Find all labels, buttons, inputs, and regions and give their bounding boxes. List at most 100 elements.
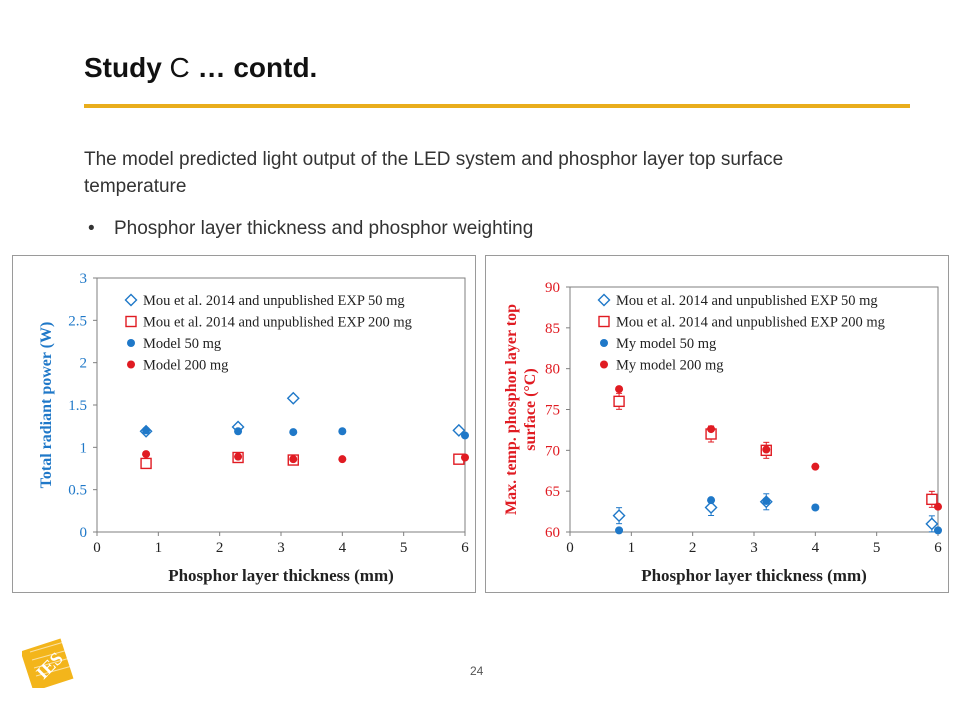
y-tick-label: 3 bbox=[80, 271, 88, 287]
title-bold-2: … contd. bbox=[197, 52, 318, 83]
y-axis-label: Max. temp. phosphor layer top surface (°C… bbox=[503, 304, 539, 515]
series-1 bbox=[139, 391, 466, 438]
y-tick-label: 90 bbox=[545, 280, 560, 296]
legend-marker bbox=[598, 315, 610, 328]
y-tick-label: 60 bbox=[545, 525, 560, 541]
y-tick-label: 1.5 bbox=[68, 398, 87, 414]
data-point bbox=[461, 431, 469, 440]
data-point bbox=[707, 496, 716, 505]
ies-logo-icon: IES bbox=[22, 638, 74, 688]
bullet-text: Phosphor layer thickness and phosphor we… bbox=[114, 218, 534, 239]
data-point bbox=[707, 425, 716, 434]
data-point bbox=[289, 428, 298, 437]
data-point bbox=[925, 517, 939, 531]
x-axis-label: Phosphor layer thickness (mm) bbox=[168, 566, 394, 585]
data-point bbox=[811, 503, 820, 512]
page-number: 24 bbox=[470, 664, 484, 678]
legend-marker bbox=[600, 360, 608, 369]
x-tick-label: 0 bbox=[566, 540, 574, 556]
data-point bbox=[234, 427, 243, 436]
bullet-symbol: • bbox=[88, 218, 95, 239]
x-tick-label: 3 bbox=[277, 540, 285, 556]
intro-text: The model predicted light output of the … bbox=[84, 149, 784, 197]
x-tick-label: 0 bbox=[93, 540, 101, 556]
series-3 bbox=[142, 426, 469, 440]
legend-label: My model 50 mg bbox=[616, 336, 716, 352]
title-underline bbox=[84, 104, 910, 108]
legend-label: Model 50 mg bbox=[143, 336, 221, 352]
y-axis-label: Total radiant power (W) bbox=[38, 322, 55, 489]
legend-marker bbox=[127, 339, 135, 347]
data-point bbox=[704, 501, 718, 514]
radiant-power-chart: 0 1 2 3 4 5 6 0 0.5 1 1.5 2 2.5 3 Phosphor layer thick… bbox=[38, 271, 469, 585]
x-tick-label: 5 bbox=[873, 540, 881, 556]
legend-marker bbox=[127, 360, 135, 369]
data-point bbox=[926, 493, 938, 506]
temperature-chart: 0 1 2 3 4 5 6 60 65 70 75 80 85 90 Phosphor layer thic… bbox=[503, 280, 942, 585]
series-2 bbox=[613, 392, 938, 508]
bullet-item: • Phosphor layer thickness and phosphor w… bbox=[88, 218, 533, 240]
data-point bbox=[762, 445, 771, 454]
series-1 bbox=[612, 493, 939, 533]
y-tick-label: 80 bbox=[545, 362, 560, 378]
data-point bbox=[612, 509, 626, 523]
title-bold: Study bbox=[84, 52, 162, 83]
chart-panel-temperature: 0 1 2 3 4 5 6 60 65 70 75 80 85 90 Phosphor layer thic… bbox=[485, 255, 949, 593]
legend: Mou et al. 2014 and unpublished EXP 50 m… bbox=[124, 293, 412, 374]
x-tick-label: 2 bbox=[216, 540, 224, 556]
x-tick-label: 4 bbox=[339, 540, 347, 556]
y-tick-label: 1 bbox=[80, 440, 88, 456]
data-point bbox=[934, 502, 942, 511]
legend-label: Mou et al. 2014 and unpublished EXP 200 … bbox=[143, 315, 412, 331]
legend-marker bbox=[125, 315, 137, 328]
legend-label: Mou et al. 2014 and unpublished EXP 200 … bbox=[616, 315, 885, 331]
series-2 bbox=[140, 451, 465, 470]
data-point bbox=[461, 453, 469, 462]
legend-marker bbox=[597, 293, 611, 307]
data-point bbox=[811, 462, 820, 471]
y-tick-label: 0.5 bbox=[68, 483, 87, 499]
data-point bbox=[289, 455, 298, 464]
data-point bbox=[615, 385, 624, 394]
data-point bbox=[142, 426, 151, 435]
x-tick-label: 1 bbox=[155, 540, 163, 556]
y-tick-label: 75 bbox=[545, 403, 560, 419]
data-point bbox=[934, 526, 942, 535]
data-point bbox=[234, 452, 243, 461]
legend-label: Model 200 mg bbox=[143, 358, 228, 374]
x-tick-label: 6 bbox=[461, 540, 469, 556]
legend-label: Mou et al. 2014 and unpublished EXP 50 m… bbox=[143, 293, 405, 309]
data-point bbox=[140, 457, 152, 470]
x-axis-label: Phosphor layer thickness (mm) bbox=[641, 566, 867, 585]
y-tick-label: 65 bbox=[545, 484, 560, 500]
data-point bbox=[762, 496, 771, 505]
y-tick-label: 0 bbox=[80, 525, 88, 541]
data-point bbox=[338, 455, 347, 464]
x-tick-label: 6 bbox=[934, 540, 942, 556]
chart-panel-radiant-power: 0 1 2 3 4 5 6 0 0.5 1 1.5 2 2.5 3 Phosphor layer thick… bbox=[12, 255, 476, 593]
legend: Mou et al. 2014 and unpublished EXP 50 m… bbox=[597, 293, 885, 374]
data-point bbox=[142, 450, 151, 459]
legend-label: Mou et al. 2014 and unpublished EXP 50 m… bbox=[616, 293, 878, 309]
series-3 bbox=[615, 496, 942, 535]
data-point bbox=[452, 423, 466, 437]
legend-marker bbox=[600, 339, 608, 347]
slide-title: Study C … contd. bbox=[84, 52, 317, 84]
data-point bbox=[615, 526, 624, 535]
data-point bbox=[613, 395, 625, 408]
x-tick-label: 5 bbox=[400, 540, 408, 556]
x-tick-label: 2 bbox=[689, 540, 697, 556]
data-point bbox=[286, 391, 300, 405]
legend-label: My model 200 mg bbox=[616, 358, 724, 374]
series-4 bbox=[142, 450, 469, 464]
series-4 bbox=[615, 385, 942, 511]
x-tick-label: 1 bbox=[628, 540, 636, 556]
title-normal: C bbox=[161, 52, 198, 83]
data-point bbox=[338, 427, 347, 436]
y-tick-label: 2 bbox=[80, 356, 88, 372]
y-tick-label: 85 bbox=[545, 321, 560, 337]
legend-marker bbox=[124, 293, 138, 307]
y-tick-label: 2.5 bbox=[68, 313, 87, 329]
x-tick-label: 3 bbox=[750, 540, 758, 556]
y-tick-label: 70 bbox=[545, 443, 560, 459]
